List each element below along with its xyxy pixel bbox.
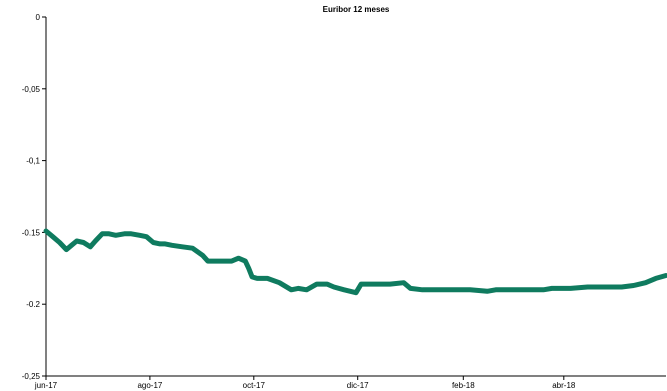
x-tick-label: jun-17 — [34, 381, 58, 390]
series-group — [43, 228, 667, 296]
y-tick-label: -0.2 — [26, 300, 40, 309]
y-tick-label: -0.15 — [22, 228, 41, 237]
x-tick-label: dic-17 — [347, 381, 369, 390]
y-tick-label: -0,25 — [22, 372, 41, 381]
x-tick-label: abr-18 — [552, 381, 576, 390]
y-tick-label: 0 — [36, 13, 41, 22]
chart-title: Euribor 12 meses — [323, 5, 390, 14]
x-axis-ticks: jun-17 ago-17 oct-17 dic-17 feb-18 abr-18 — [34, 376, 576, 390]
x-tick-label: ago-17 — [137, 381, 162, 390]
axes — [45, 17, 666, 377]
y-tick-label: -0,05 — [22, 85, 41, 94]
y-axis-ticks: 0 -0,05 -0,1 -0.15 -0.2 -0,25 — [22, 13, 46, 381]
series-line — [43, 228, 667, 296]
x-tick-label: feb-18 — [452, 381, 475, 390]
y-tick-label: -0,1 — [26, 157, 40, 166]
x-tick-label: oct-17 — [243, 381, 266, 390]
